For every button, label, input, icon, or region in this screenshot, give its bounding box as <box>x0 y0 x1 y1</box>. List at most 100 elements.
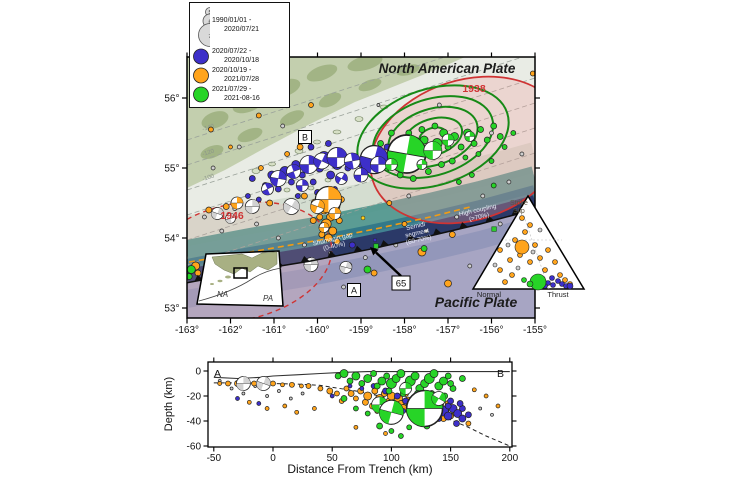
period2-event-dot <box>317 385 324 392</box>
period3-event-dot <box>501 144 508 150</box>
beachball-equator <box>344 159 361 163</box>
slab-interface-profile <box>213 382 510 447</box>
rupture-zone-1938 <box>369 75 535 225</box>
period2-ternary-dot <box>562 277 568 283</box>
period2-focal-mechanism <box>230 196 244 210</box>
lon-tick-label: -159° <box>349 325 373 336</box>
period2-event-dot <box>444 279 452 288</box>
period1-event-dot <box>248 175 256 182</box>
period3-event-dot <box>448 157 456 165</box>
period2-event-dot <box>305 383 312 389</box>
period1-circle <box>193 48 209 65</box>
slab-contour-value: -120 <box>202 148 216 158</box>
coupling-label-line: (>70%) <box>468 212 490 223</box>
historic-event-dot <box>406 193 412 199</box>
magnitude-label-5: 5 <box>208 10 210 16</box>
historic-event-dot <box>467 263 473 269</box>
section-y-tick-label: 0 <box>195 367 201 378</box>
period3-event-dot <box>418 126 426 133</box>
trench-tooth <box>353 245 363 253</box>
period2-event-dot <box>280 382 285 388</box>
period2-event-dot <box>471 387 477 393</box>
inset-island <box>210 283 214 285</box>
legend: 5 6 7 1990/01/01 - 2020/07/21 2020/07/22… <box>189 2 290 108</box>
period2-focal-mechanism <box>318 222 330 233</box>
historic-event-dot <box>288 396 293 401</box>
section-endpoint-b: B <box>298 130 312 144</box>
period2-event-dot <box>225 380 231 387</box>
period2-event-dot <box>258 165 264 171</box>
slab-depth-contour <box>187 57 524 166</box>
period3-focal-mechanism <box>464 131 476 142</box>
period1-event-dot <box>256 401 262 406</box>
period3-event-dot <box>363 374 373 383</box>
historic-ternary-dot <box>515 265 521 271</box>
period1-event-dot <box>458 414 467 423</box>
period3-event-dot <box>358 380 366 387</box>
period3-event-dot <box>388 428 395 434</box>
beachball-equator <box>387 150 426 158</box>
historic-event-dot <box>300 391 305 396</box>
legend-entry-period3: 2021/07/29 - 2021-08-16 <box>210 86 286 104</box>
legend-entry-period1: 2020/07/22 - 2020/10/18 <box>210 48 286 66</box>
trench-tooth <box>406 234 416 242</box>
legend-row-period1: 2020/07/22 - 2020/10/18 <box>192 47 286 66</box>
period2-ternary-dot <box>542 267 548 273</box>
coupling-label-line: (0-40%) <box>323 240 346 252</box>
period1-focal-mechanism <box>334 172 348 185</box>
period3-event-dot <box>469 172 475 178</box>
period3-event-dot <box>373 382 381 390</box>
section-axis-ticks: -50 0 50 100 150 200 0 -20 -40 -60 <box>187 357 519 464</box>
trench-tooth <box>300 256 310 263</box>
rupture-1938-label: 1938 <box>462 83 486 95</box>
legend-row-period2: 2020/10/19 - 2021/07/28 <box>192 66 286 85</box>
inset-trench-line <box>198 267 282 302</box>
period2-event-dot <box>363 391 373 401</box>
period3-event-dot <box>377 376 387 386</box>
period3-focal-mechanism <box>441 133 455 147</box>
period3-event-dot <box>364 410 371 417</box>
historic-event-dot <box>275 235 281 241</box>
period2-ternary-dot <box>514 239 530 255</box>
period3-focal-mechanism <box>399 382 413 395</box>
period2-ternary-dot <box>522 229 528 235</box>
period1-ternary-dot <box>555 278 561 284</box>
period1-event-dot <box>465 411 472 419</box>
ternary-diagram: Strike Slip Normal Thrust <box>471 194 586 299</box>
period2-event-dot <box>301 192 308 200</box>
period3-event-dot <box>351 371 361 381</box>
period3-event-dot <box>388 129 395 137</box>
lon-tick-label: -157° <box>436 325 460 336</box>
period1-focal-mechanism <box>313 152 331 170</box>
period1-event-dot <box>456 400 464 407</box>
period2-event-dot <box>347 390 355 397</box>
historic-event-dot <box>219 228 225 234</box>
period2-event-dot <box>309 217 317 224</box>
period3-event-dot <box>385 387 393 395</box>
period3-event-dot <box>396 369 406 378</box>
section-a-label: A <box>214 368 221 380</box>
period3-event-dot <box>490 122 498 130</box>
period2-ternary-dot <box>545 247 551 253</box>
period2-event-dot <box>401 221 408 227</box>
period3-event-dot <box>346 377 354 385</box>
seafloor-profile <box>213 371 510 380</box>
ternary-frame <box>471 194 586 290</box>
historic-event-dot <box>202 214 207 220</box>
section-y-tick-label: -20 <box>187 392 202 403</box>
historic-event-dot <box>478 406 483 411</box>
period3-event-dot <box>496 133 504 140</box>
period2-event-dot <box>217 381 223 386</box>
section-x-tick-label: 100 <box>383 453 400 464</box>
section-x-tick-label: 150 <box>442 453 459 464</box>
ternary-strike-slip-label-2: Slip <box>513 208 525 215</box>
period1-event-dot <box>453 420 460 427</box>
beachball-equator <box>284 202 299 211</box>
period2-swatch <box>193 67 209 84</box>
island <box>332 129 342 135</box>
period2-event-dot <box>299 383 304 389</box>
plate-motion-vector: 65 <box>370 247 411 291</box>
section-y-tick-label: -40 <box>187 417 202 428</box>
